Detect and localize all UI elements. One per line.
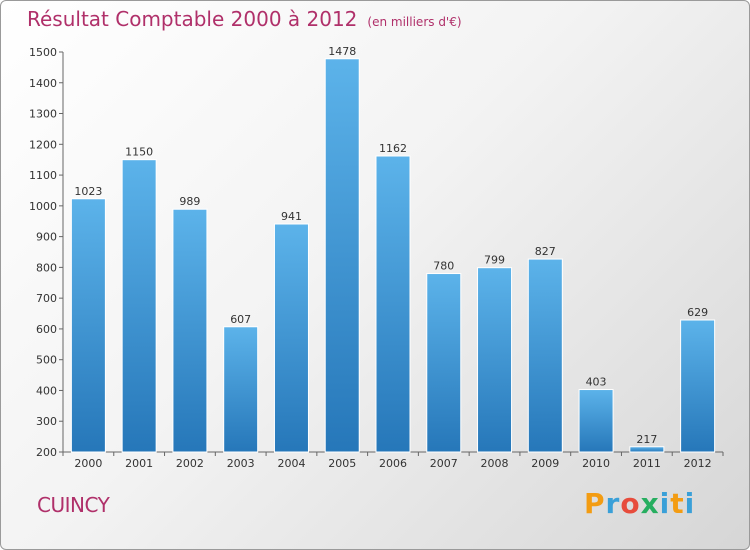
- bar-2008: [477, 267, 513, 453]
- logo-letter: i: [659, 487, 671, 520]
- bar-2012: [680, 319, 716, 453]
- y-tick-label: 1400: [29, 77, 57, 90]
- bar-2009: [527, 258, 563, 453]
- x-tick-label: 2007: [430, 457, 458, 470]
- chart-subtitle: (en milliers d'€): [367, 15, 462, 29]
- bar-2003: [223, 326, 259, 453]
- bar-2000: [70, 198, 106, 453]
- y-tick-label: 600: [36, 323, 57, 336]
- bar-value-label: 403: [586, 376, 607, 389]
- bar-value-label: 1162: [379, 142, 407, 155]
- bar-value-label: 1023: [74, 185, 102, 198]
- logo-letter: r: [605, 487, 621, 520]
- bar-value-label: 941: [281, 210, 302, 223]
- y-tick-label: 1000: [29, 200, 57, 213]
- y-tick-label: 900: [36, 231, 57, 244]
- y-tick-label: 1100: [29, 169, 57, 182]
- bar-value-label: 1150: [125, 146, 153, 159]
- bar-value-label: 780: [433, 260, 454, 273]
- y-tick-label: 700: [36, 292, 57, 305]
- x-tick-label: 2010: [582, 457, 610, 470]
- axes: 200 300 400 500 600 700 800 900 1000 1100 1200 1300…: [29, 46, 724, 470]
- x-tick-label: 2000: [74, 457, 102, 470]
- logo-letter: P: [584, 487, 606, 520]
- x-tick-label: 2002: [176, 457, 204, 470]
- bar-2005: [324, 58, 360, 453]
- bar-2001: [121, 159, 157, 453]
- x-tick-label: 2005: [328, 457, 356, 470]
- y-tick-label: 1300: [29, 108, 57, 121]
- bars: 1023 1150 989 607 941 1478 1162 780 799 827 403 217…: [70, 45, 716, 453]
- bar-2010: [578, 389, 614, 453]
- bar-2011: [629, 446, 665, 453]
- bar-value-label: 827: [535, 245, 556, 258]
- bar-2002: [172, 208, 208, 453]
- chart-title-text: Résultat Comptable 2000 à 2012: [27, 7, 358, 31]
- bar-value-label: 799: [484, 254, 505, 267]
- proxiti-logo: Proxiti: [584, 487, 695, 520]
- city-name: CUINCY: [37, 493, 110, 517]
- x-tick-label: 2008: [481, 457, 509, 470]
- y-tick-label: 1500: [29, 46, 57, 59]
- y-tick-label: 400: [36, 384, 57, 397]
- logo-letter: o: [620, 487, 641, 520]
- chart-title: Résultat Comptable 2000 à 2012 (en millie…: [27, 7, 462, 31]
- y-tick-label: 1200: [29, 138, 57, 151]
- logo-letter: i: [684, 487, 696, 520]
- y-tick-label: 800: [36, 261, 57, 274]
- bar-2004: [273, 223, 309, 453]
- y-tick-label: 200: [36, 446, 57, 459]
- bar-2006: [375, 155, 411, 453]
- x-tick-label: 2006: [379, 457, 407, 470]
- logo-letter: x: [640, 487, 660, 520]
- x-tick-label: 2004: [277, 457, 305, 470]
- bar-value-label: 629: [687, 306, 708, 319]
- bar-value-label: 217: [636, 433, 657, 446]
- y-tick-label: 500: [36, 354, 57, 367]
- y-tick-label: 300: [36, 415, 57, 428]
- bar-value-label: 607: [230, 313, 251, 326]
- bar-2007: [426, 273, 462, 453]
- logo-letter: t: [670, 487, 685, 520]
- x-tick-label: 2001: [125, 457, 153, 470]
- bar-value-label: 1478: [328, 45, 356, 58]
- x-tick-label: 2003: [227, 457, 255, 470]
- x-tick-label: 2012: [684, 457, 712, 470]
- x-tick-label: 2009: [531, 457, 559, 470]
- bar-value-label: 989: [179, 195, 200, 208]
- x-tick-label: 2011: [633, 457, 661, 470]
